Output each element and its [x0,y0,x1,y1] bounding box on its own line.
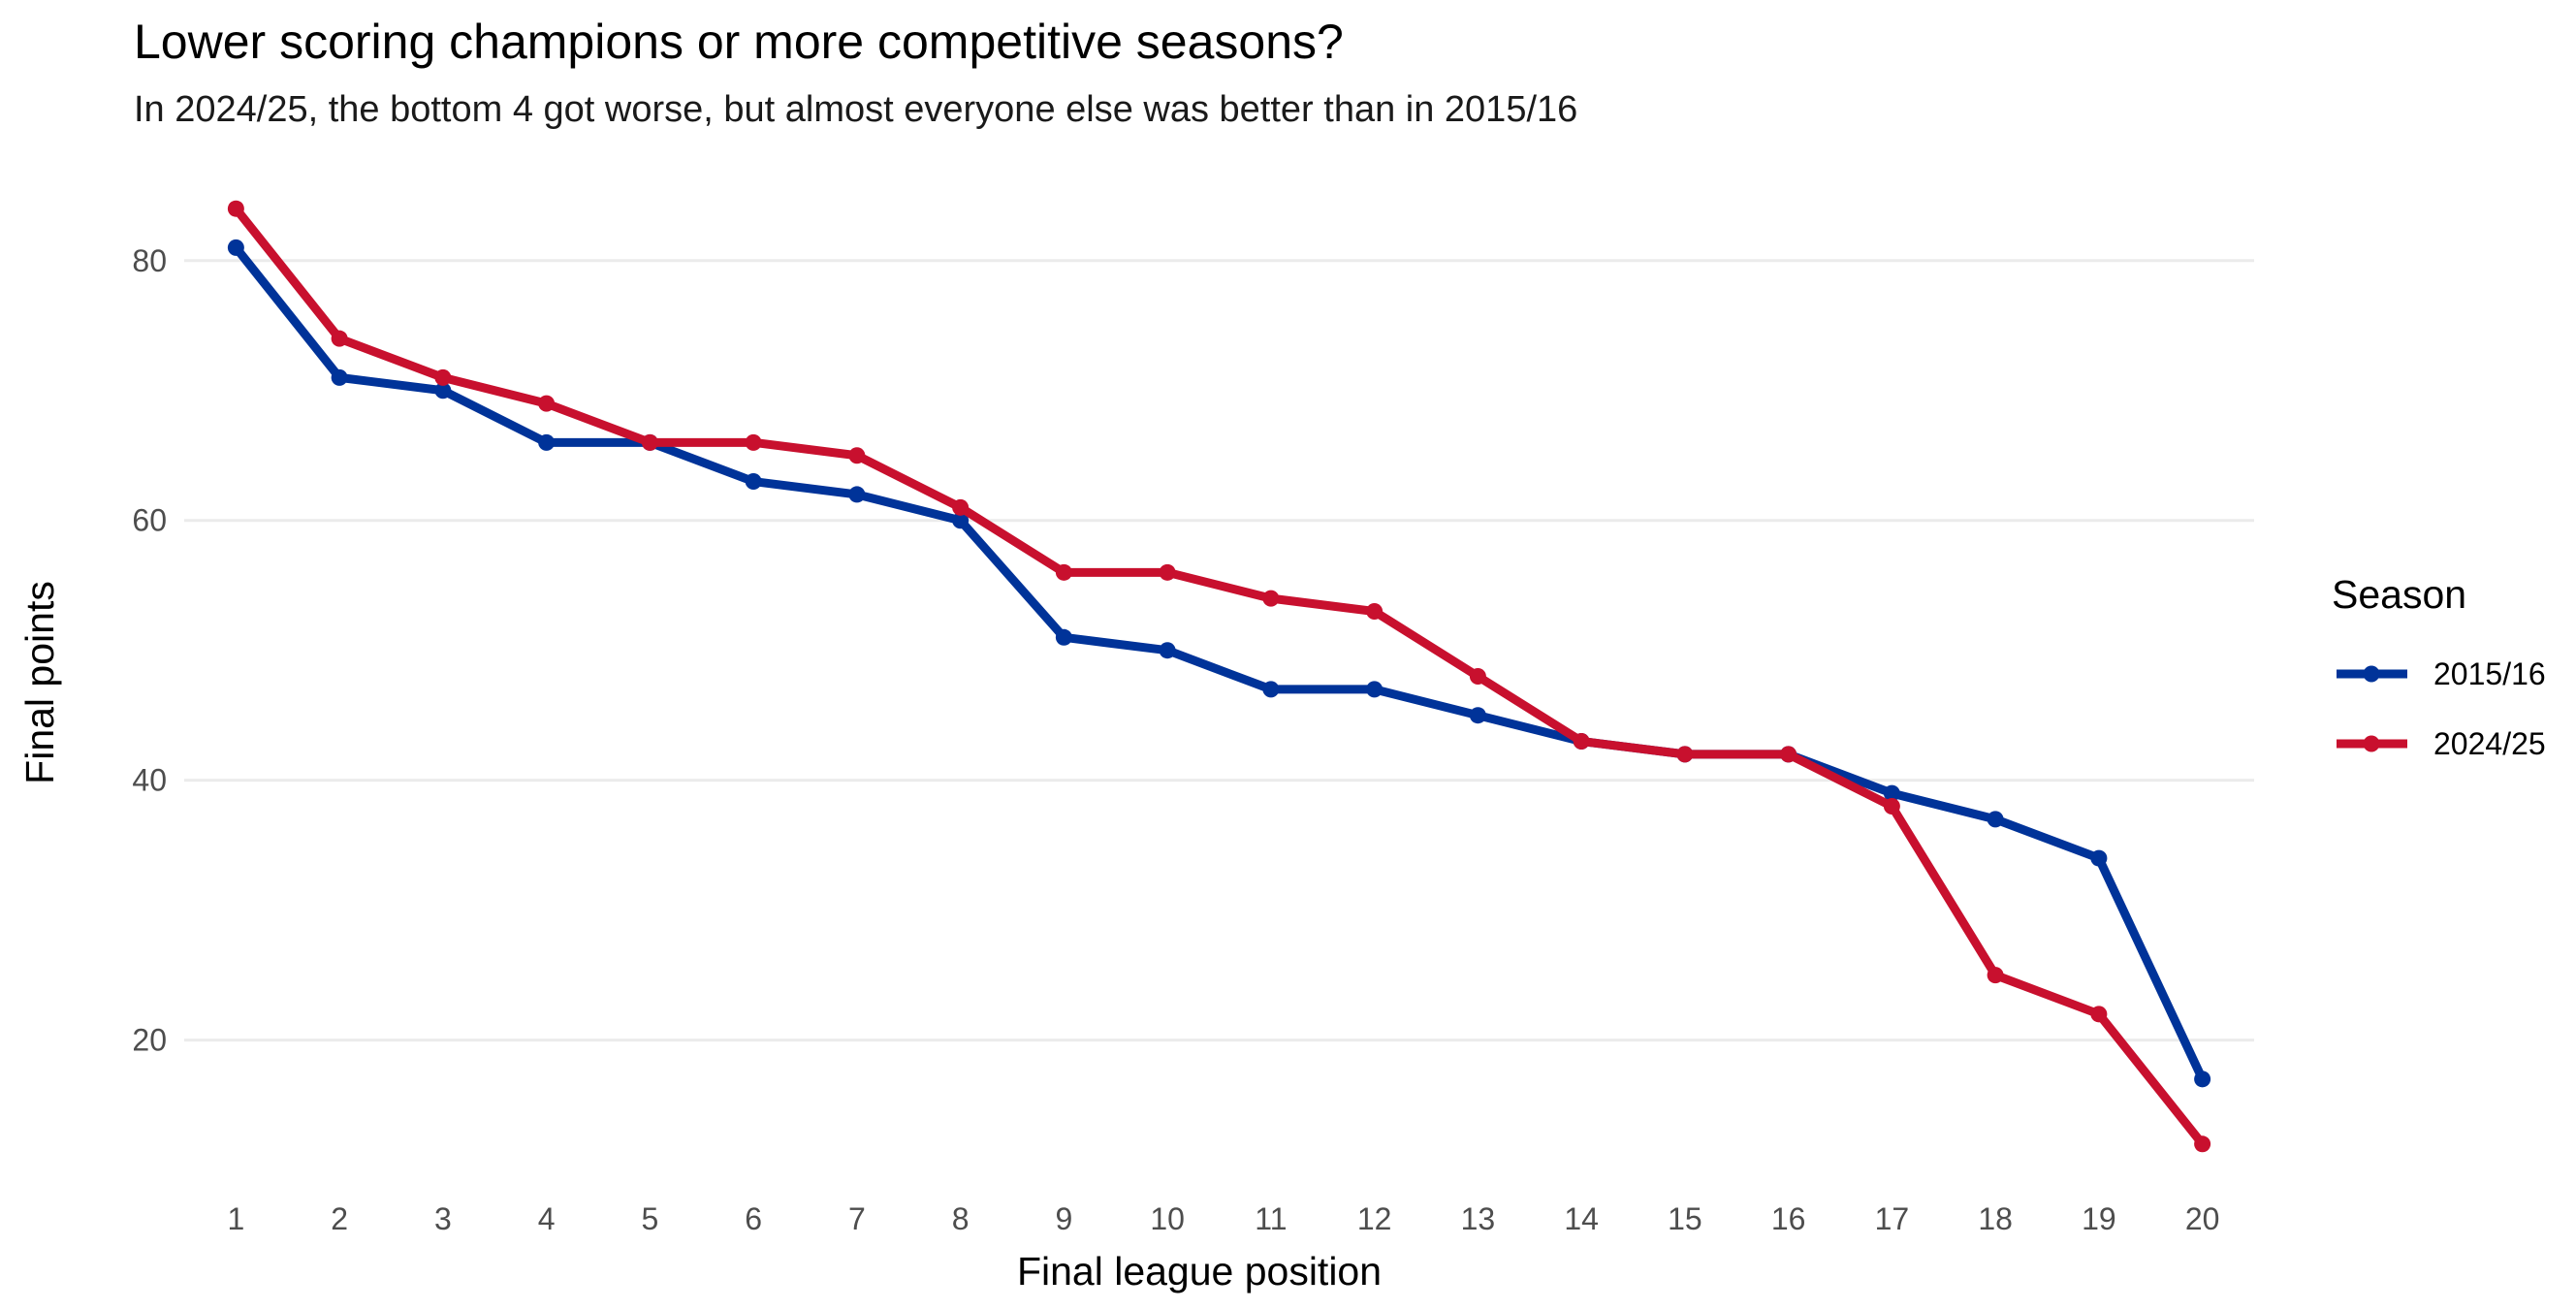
y-axis-label: Final points [17,581,62,784]
x-tick-label: 11 [1255,1201,1287,1236]
data-point [952,512,970,529]
x-axis-label: Final league position [1017,1249,1382,1294]
data-point [848,486,866,503]
data-point [1366,603,1383,621]
legend: Season 2015/16 2024/25 [2332,572,2546,761]
data-point [2090,1006,2108,1023]
data-point [952,498,970,516]
data-point [1055,563,1072,581]
data-point [1780,746,1797,763]
x-tick-label: 1 [227,1201,244,1236]
legend-key-point [2363,735,2380,752]
data-point [1159,563,1176,581]
y-tick-label: 80 [132,243,167,278]
data-point [2194,1070,2211,1088]
chart-subtitle: In 2024/25, the bottom 4 got worse, but … [134,89,1578,130]
data-point [331,368,348,386]
data-point [1987,811,2004,828]
x-tick-label: 12 [1357,1201,1392,1236]
data-point [538,433,556,451]
data-point [1262,590,1280,607]
series-line [232,206,2207,1147]
data-point [745,433,762,451]
data-point [227,239,244,256]
x-tick-label: 18 [1978,1201,2013,1236]
series-2015-16 [227,239,2211,1088]
x-tick-label: 6 [745,1201,762,1236]
y-tick-label: 40 [132,763,167,798]
data-point [2194,1135,2211,1153]
x-tick-label: 19 [2082,1201,2116,1236]
data-point [227,200,244,217]
x-tick-label: 8 [952,1201,970,1236]
y-tick-label: 60 [132,503,167,538]
x-tick-label: 3 [434,1201,452,1236]
series-2024-25 [227,200,2211,1153]
data-point [1366,681,1383,698]
gridlines [184,259,2254,1042]
data-point [1883,797,1900,815]
x-tick-label: 2 [331,1201,348,1236]
data-point [538,395,556,412]
x-tick-label: 7 [848,1201,866,1236]
series-line [232,244,2207,1081]
legend-label: 2015/16 [2433,656,2546,691]
data-point [1262,681,1280,698]
data-point [2090,849,2108,867]
x-tick-label: 10 [1150,1201,1185,1236]
y-axis-ticks: 20 40 60 80 [132,243,167,1058]
data-point [848,447,866,464]
data-point [1159,642,1176,659]
chart-title: Lower scoring champions or more competit… [134,15,1344,69]
x-tick-label: 14 [1564,1201,1599,1236]
data-point [434,382,452,399]
data-point [1469,707,1486,724]
x-tick-label: 9 [1055,1201,1072,1236]
x-tick-label: 5 [641,1201,658,1236]
legend-label: 2024/25 [2433,726,2546,761]
x-tick-label: 17 [1875,1201,1910,1236]
legend-item: 2015/16 [2337,656,2546,691]
x-tick-label: 4 [538,1201,556,1236]
x-tick-label: 20 [2185,1201,2220,1236]
data-point [641,433,658,451]
y-tick-label: 20 [132,1023,167,1058]
x-tick-label: 15 [1668,1201,1702,1236]
x-axis-ticks: 1 2 3 4 5 6 7 8 9 10 11 12 13 14 15 16 17 18 19 20 [227,1201,2219,1236]
x-tick-label: 16 [1771,1201,1806,1236]
data-point [1676,746,1694,763]
legend-key-point [2363,665,2380,683]
legend-item: 2024/25 [2337,726,2546,761]
data-point [434,368,452,386]
series-layer [227,200,2211,1153]
data-point [1883,784,1900,802]
data-point [1573,732,1590,750]
data-point [1055,628,1072,646]
data-point [1469,668,1486,685]
legend-title: Season [2332,572,2466,617]
data-point [745,473,762,491]
data-point [331,330,348,347]
x-tick-label: 13 [1461,1201,1496,1236]
data-point [1987,967,2004,984]
